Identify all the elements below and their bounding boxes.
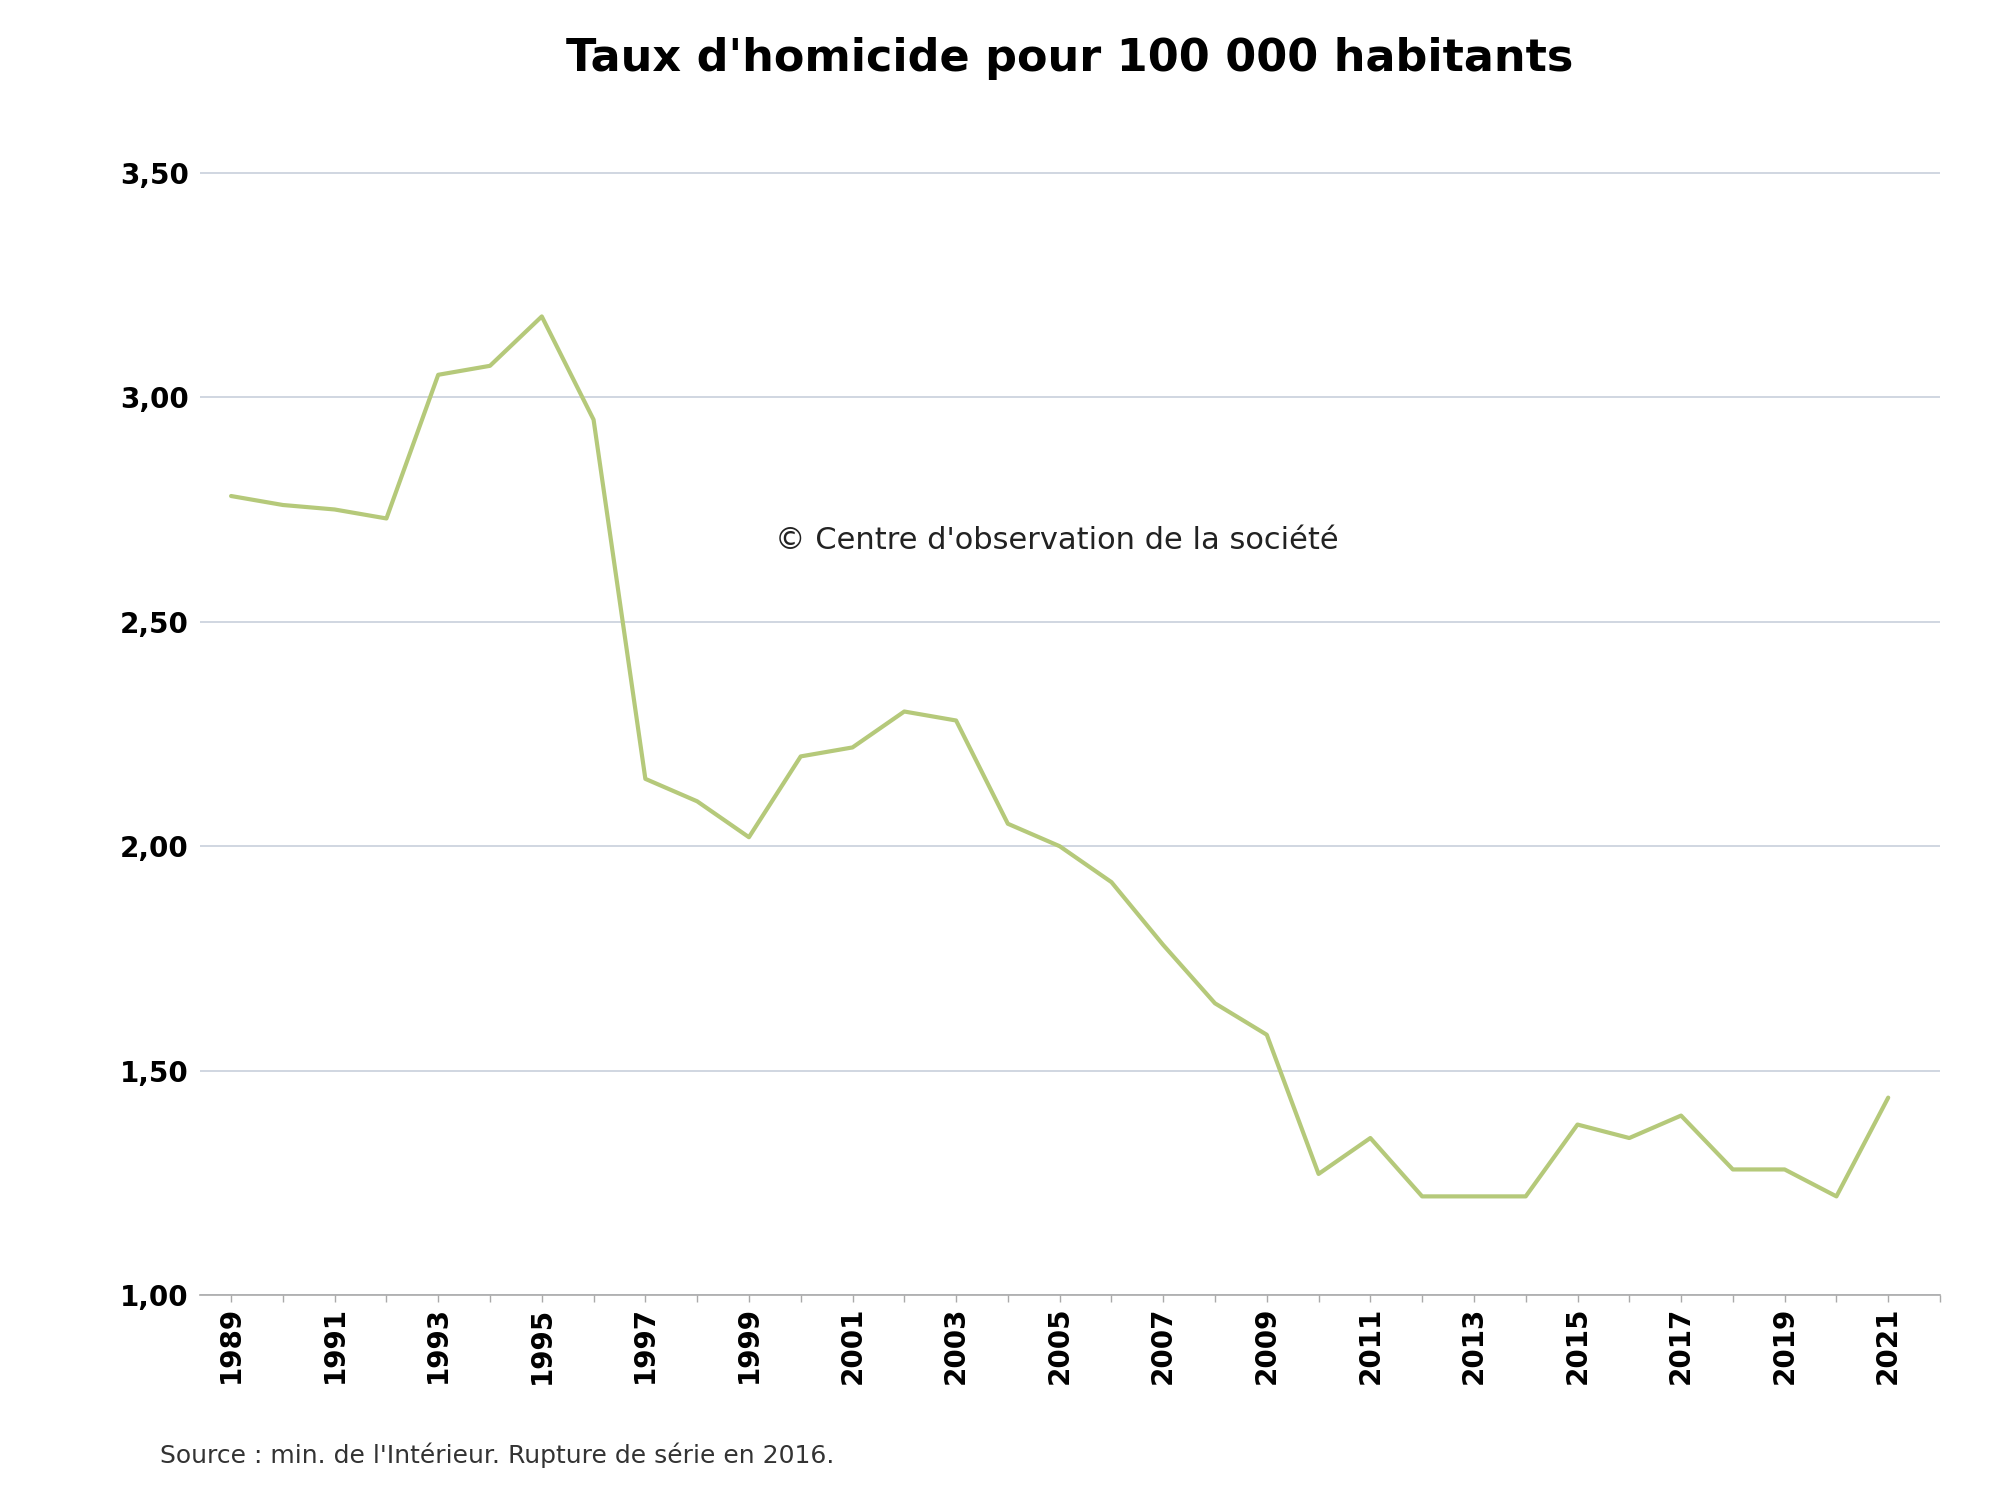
- Title: Taux d'homicide pour 100 000 habitants: Taux d'homicide pour 100 000 habitants: [566, 36, 1574, 80]
- Text: Source : min. de l'Intérieur. Rupture de série en 2016.: Source : min. de l'Intérieur. Rupture de…: [160, 1443, 834, 1468]
- Text: © Centre d'observation de la société: © Centre d'observation de la société: [774, 527, 1338, 556]
